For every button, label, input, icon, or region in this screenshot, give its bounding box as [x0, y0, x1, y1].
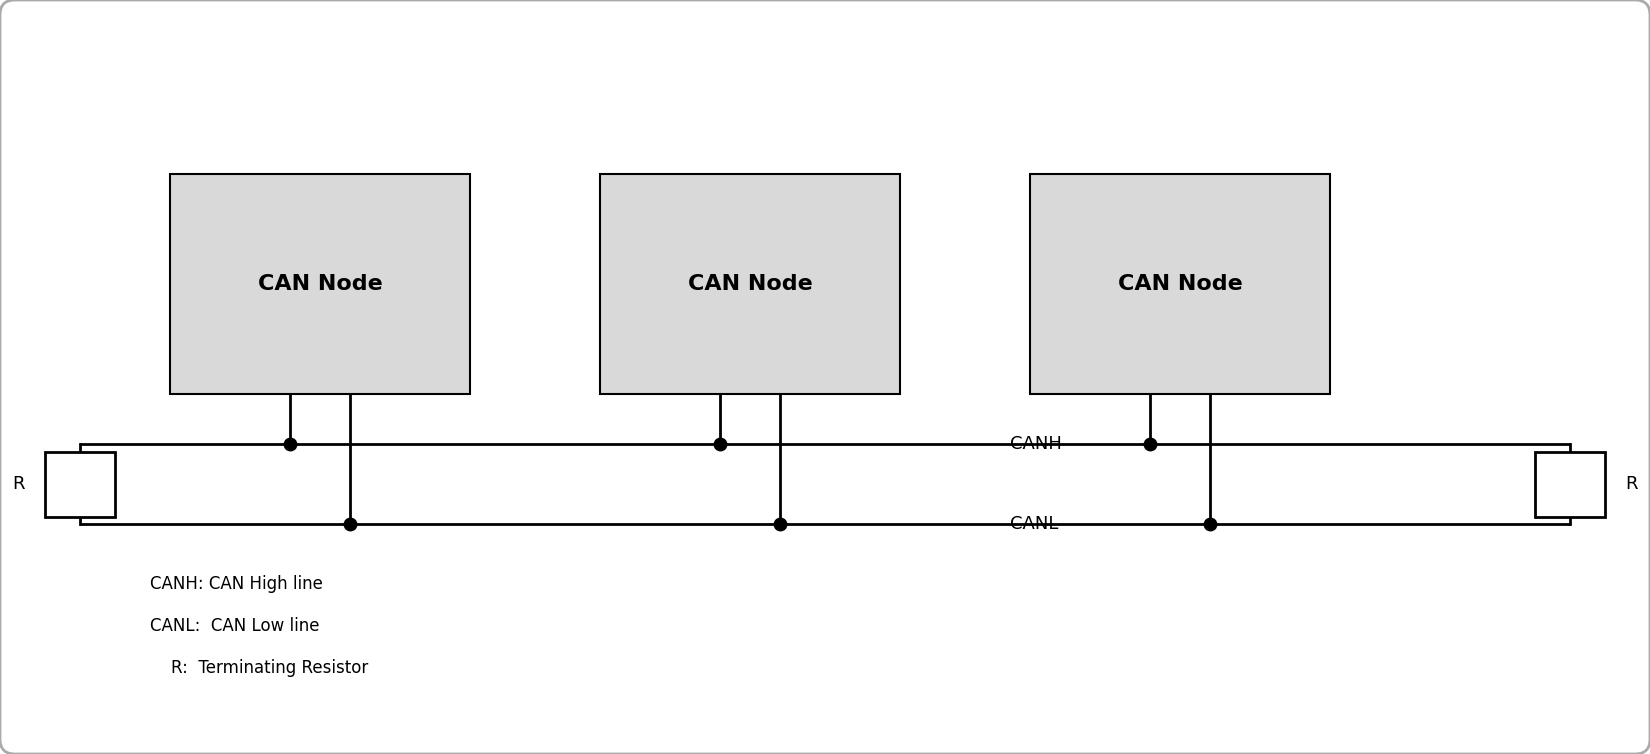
Text: R: R: [1625, 475, 1637, 493]
Bar: [1534, 452, 1605, 516]
Text: CANL:  CAN Low line: CANL: CAN Low line: [150, 617, 320, 635]
Bar: [45, 452, 116, 516]
Text: R: R: [13, 475, 25, 493]
Bar: [601, 174, 899, 394]
Text: CAN Node: CAN Node: [1117, 274, 1242, 294]
Text: CANH: CAN High line: CANH: CAN High line: [150, 575, 323, 593]
Bar: [170, 174, 470, 394]
Text: CAN Node: CAN Node: [257, 274, 383, 294]
Text: CAN Node: CAN Node: [688, 274, 812, 294]
Text: CANH: CANH: [1010, 435, 1063, 453]
Bar: [1030, 174, 1330, 394]
Text: CANL: CANL: [1010, 515, 1058, 533]
Text: R:  Terminating Resistor: R: Terminating Resistor: [150, 659, 368, 677]
